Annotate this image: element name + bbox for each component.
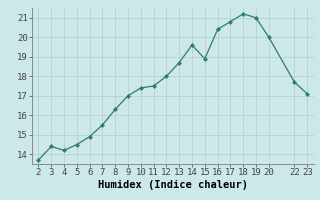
X-axis label: Humidex (Indice chaleur): Humidex (Indice chaleur) [98,180,248,190]
